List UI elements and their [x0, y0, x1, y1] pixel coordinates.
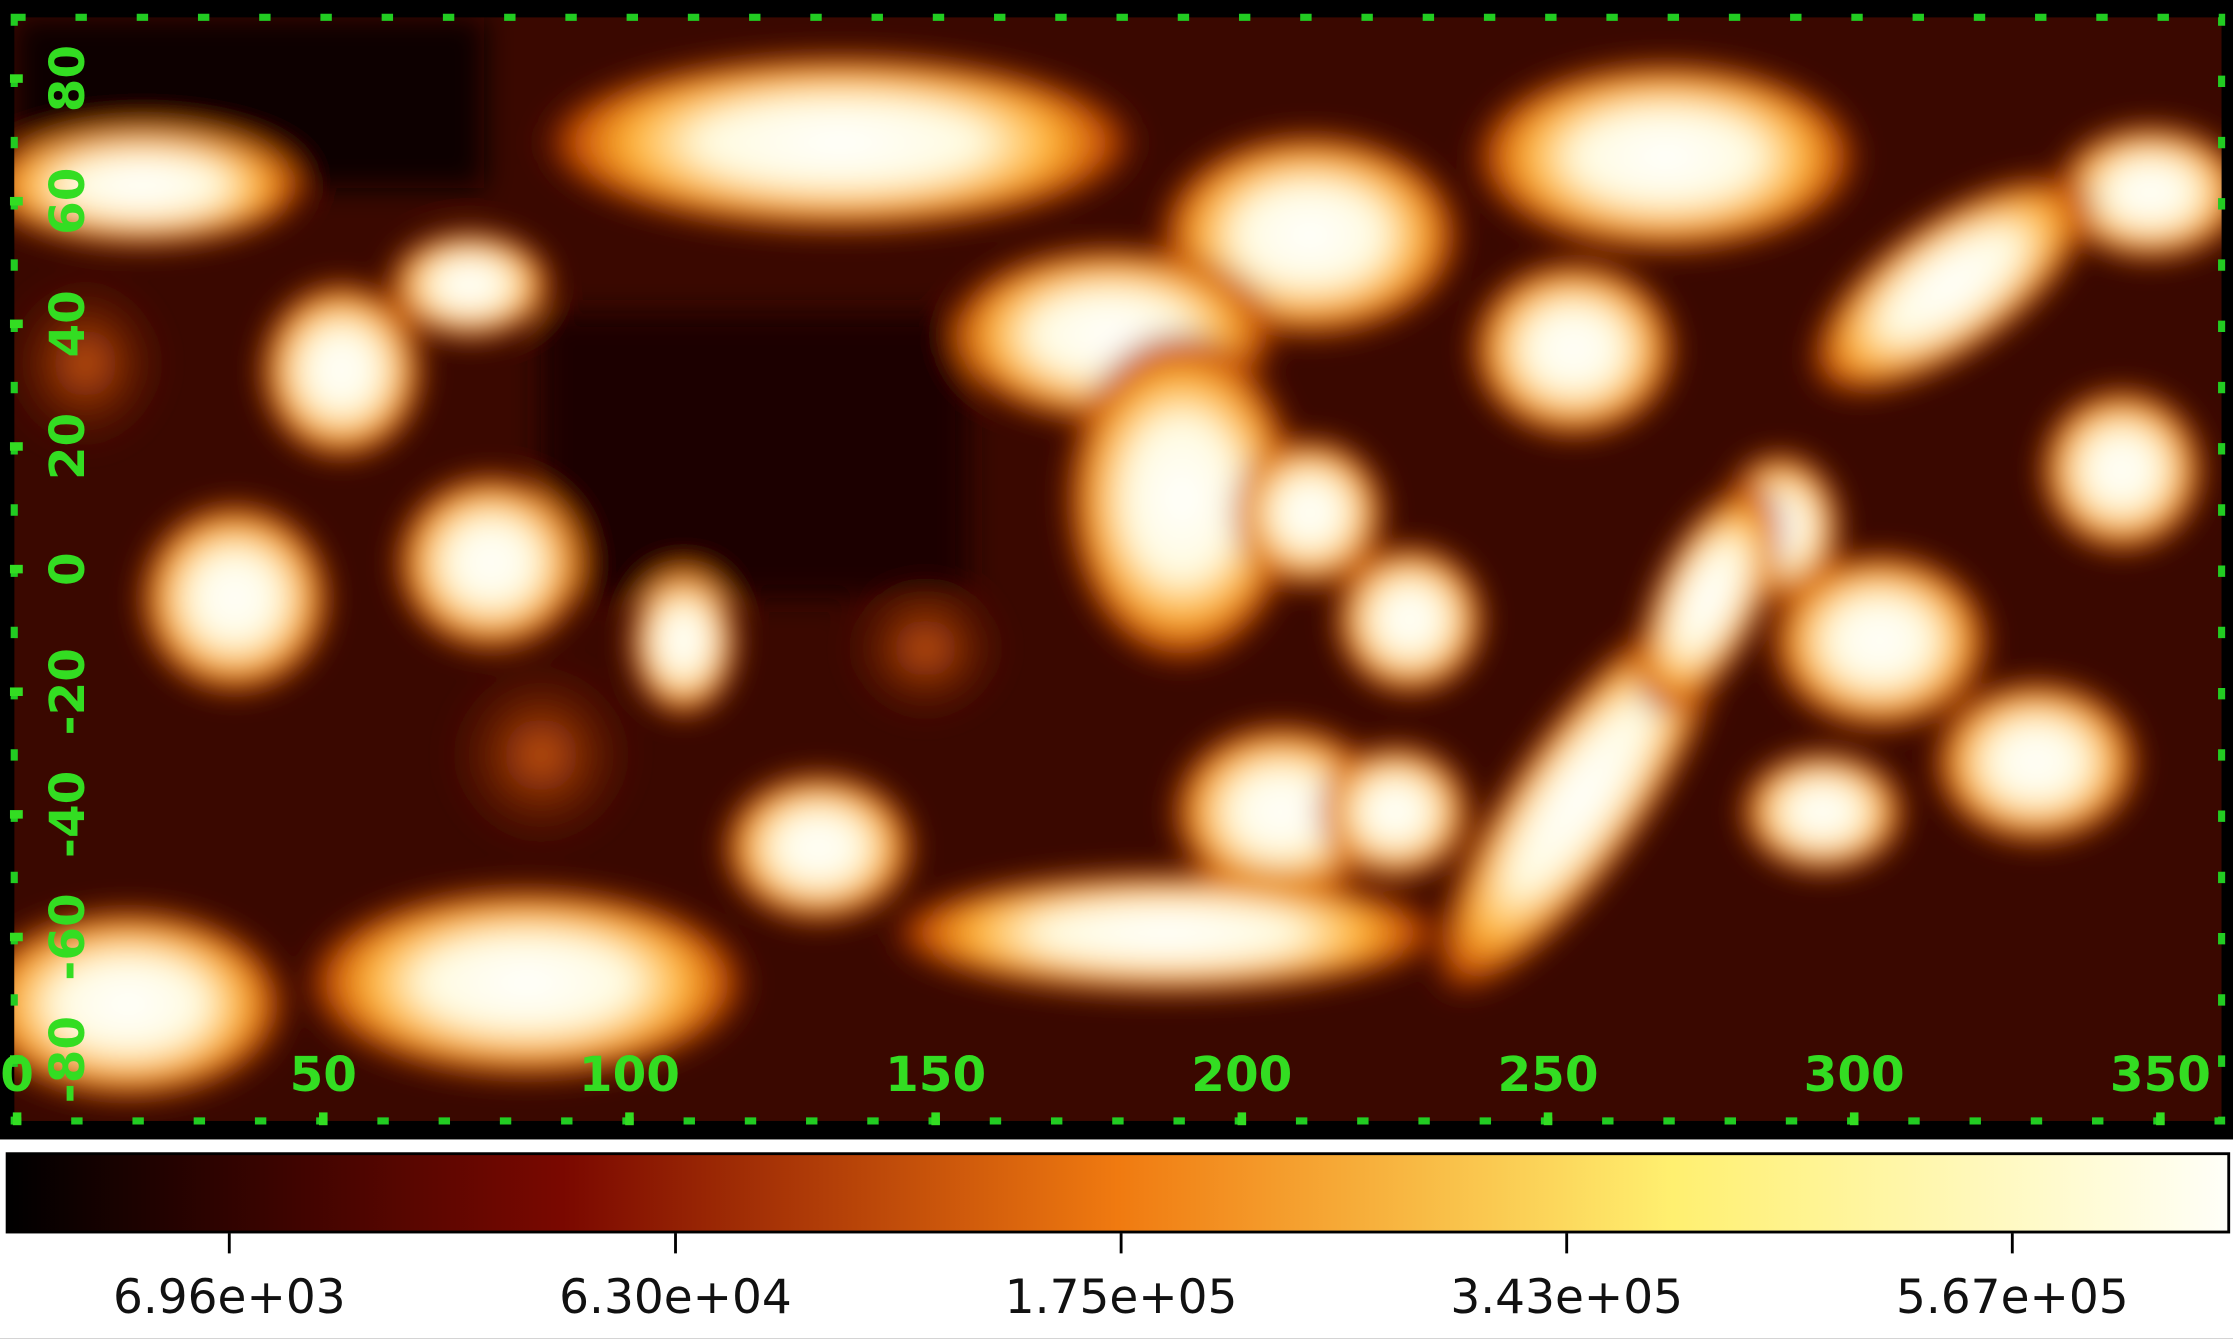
- image: [14, 17, 2222, 1121]
- colorbar-tick-label: 1.75e+05: [1005, 1270, 1238, 1325]
- x-tick-label: 50: [290, 1047, 357, 1103]
- labels: 0 50 100 150 200 250 300 350-80-60-40-200204060…: [0, 45, 2211, 1325]
- x-tick-label: 300: [1804, 1047, 1905, 1103]
- colorbar: [5, 1152, 2231, 1234]
- colorbar-tick-label: 6.30e+04: [559, 1270, 792, 1325]
- y-tick-label: 60: [40, 168, 96, 235]
- y-tick-label: 80: [40, 45, 96, 112]
- x-tick-label: 250: [1497, 1047, 1598, 1103]
- x-tick-label: 200: [1191, 1047, 1292, 1103]
- colorbar-tick-label: 3.43e+05: [1450, 1270, 1683, 1325]
- y-tick-label: -80: [40, 1016, 96, 1103]
- colorbar-tick-label: 6.96e+03: [113, 1270, 346, 1325]
- y-tick-label: -60: [40, 893, 96, 980]
- x-tick-label: 350: [2110, 1047, 2211, 1103]
- y-tick-label: 40: [40, 290, 96, 357]
- x-tick-label: 150: [885, 1047, 986, 1103]
- y-tick-label: -40: [40, 771, 96, 858]
- y-tick-label: 20: [40, 413, 96, 480]
- y-tick-label: -20: [40, 648, 96, 735]
- colorbar-tick-label: 5.67e+05: [1896, 1270, 2129, 1325]
- x-tick-label: 100: [579, 1047, 680, 1103]
- y-tick-label: 0: [40, 552, 96, 586]
